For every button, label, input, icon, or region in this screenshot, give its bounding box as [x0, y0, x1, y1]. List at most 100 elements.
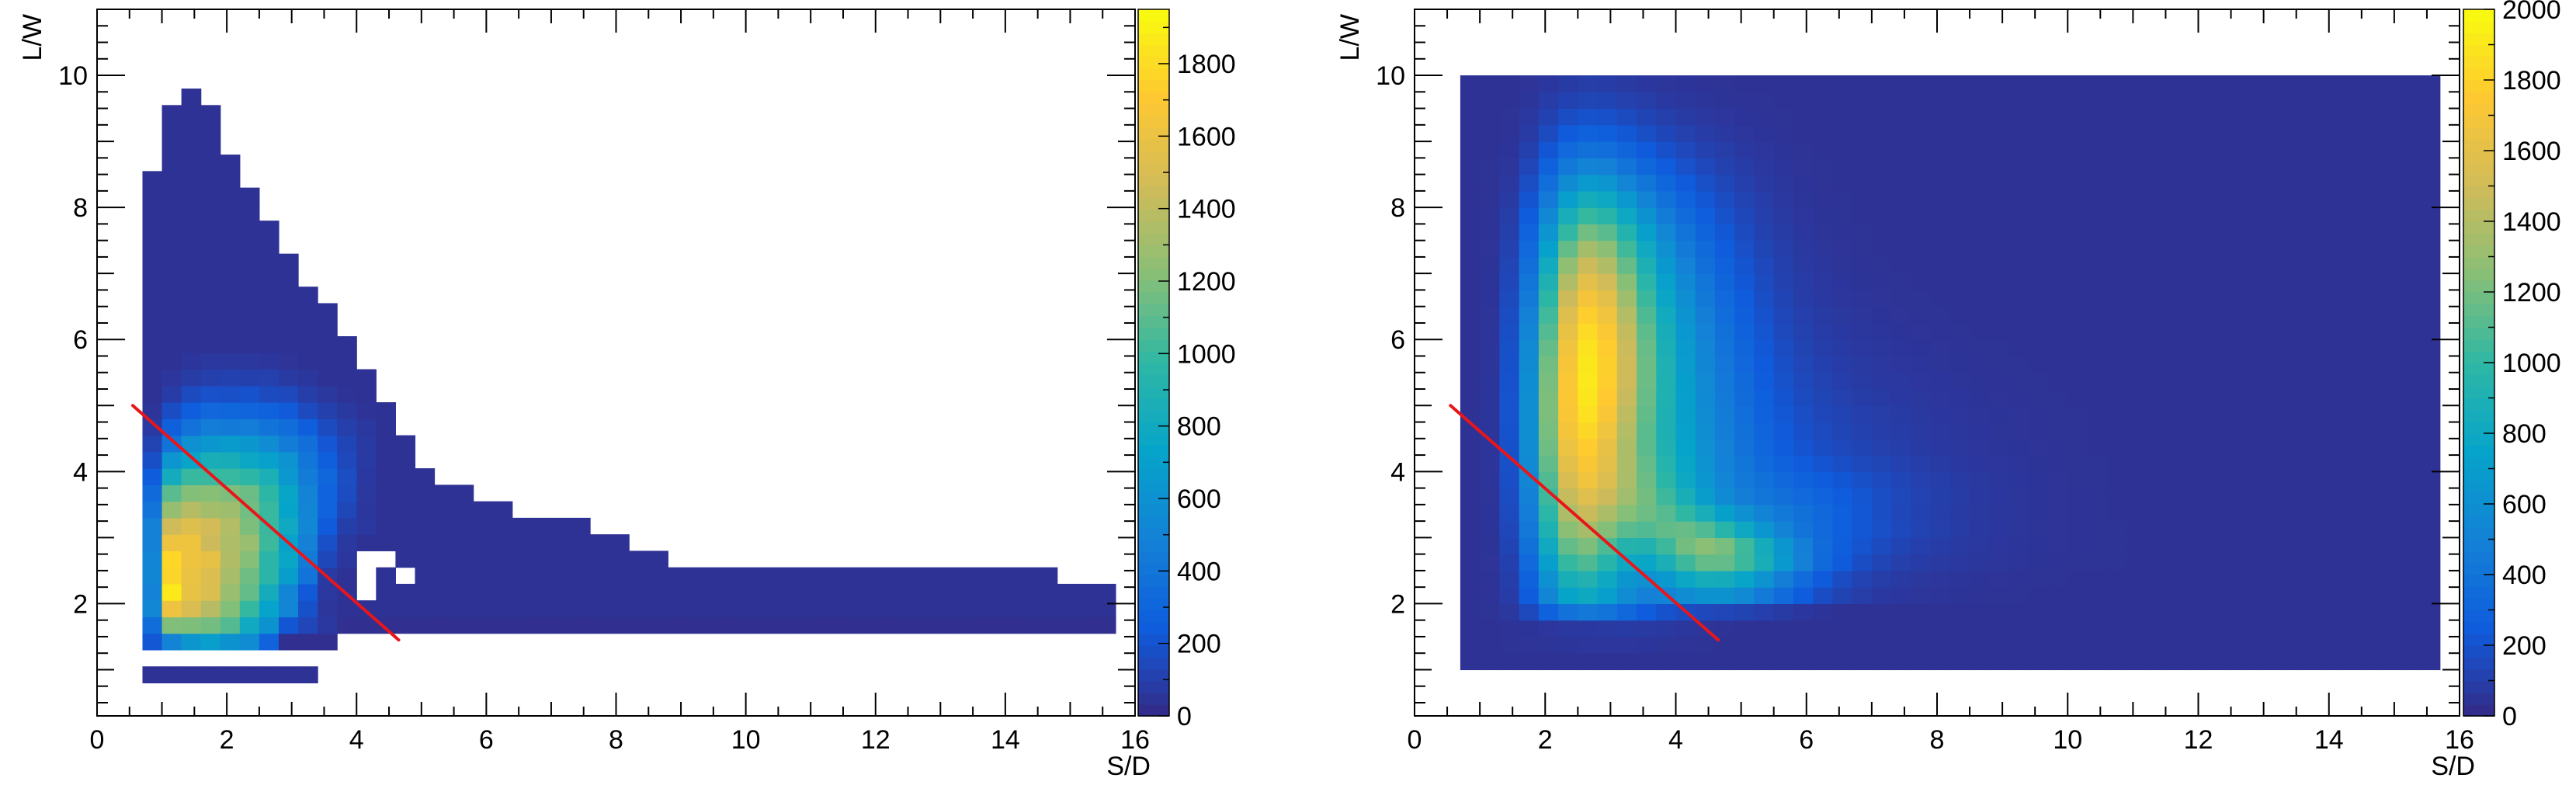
- color-bar-segment: [2463, 680, 2494, 693]
- heatmap-cell: [2361, 372, 2382, 390]
- heatmap-cell: [395, 517, 416, 535]
- heatmap-cell: [2303, 207, 2323, 224]
- heatmap-cell: [1852, 174, 1873, 192]
- heatmap-cell: [1871, 306, 1892, 324]
- heatmap-cell: [200, 402, 221, 419]
- x-axis-label: S/D: [1106, 752, 1151, 781]
- heatmap-cell: [1675, 537, 1696, 555]
- heatmap-cell: [318, 385, 338, 403]
- heatmap-cell: [1460, 504, 1481, 522]
- heatmap-cell: [1616, 207, 1637, 224]
- heatmap-cell: [1930, 92, 1951, 109]
- heatmap-cell: [2322, 537, 2343, 555]
- heatmap-cell: [1578, 389, 1599, 406]
- heatmap-cell: [590, 617, 610, 634]
- heatmap-cell: [1793, 339, 1814, 357]
- heatmap-cell: [2342, 603, 2362, 621]
- heatmap-cell: [1558, 207, 1578, 224]
- heatmap-cell: [1480, 158, 1500, 175]
- heatmap-cell: [1037, 617, 1058, 634]
- heatmap-cell: [2146, 554, 2167, 571]
- heatmap-cell: [1930, 372, 1951, 390]
- heatmap-cell: [2283, 224, 2303, 241]
- heatmap-cell: [2361, 488, 2382, 505]
- heatmap-cell: [278, 303, 299, 321]
- heatmap-cell: [1891, 124, 1911, 142]
- heatmap-cell: [1538, 141, 1559, 158]
- heatmap-cell: [2087, 322, 2108, 340]
- heatmap-cell: [1499, 471, 1520, 489]
- heatmap-cell: [1949, 455, 1970, 472]
- heatmap-cell: [2322, 471, 2343, 489]
- heatmap-cell: [1773, 240, 1794, 258]
- heatmap-cell: [1793, 372, 1814, 390]
- heatmap-cell: [1970, 339, 1990, 357]
- heatmap-cell: [1558, 356, 1578, 373]
- heatmap-cell: [473, 501, 494, 519]
- heatmap-cell: [2244, 570, 2265, 588]
- heatmap-cell: [1891, 141, 1911, 158]
- heatmap-cell: [2165, 636, 2186, 654]
- heatmap-cell: [1813, 322, 1833, 340]
- heatmap-cell: [1714, 389, 1735, 406]
- heatmap-cell: [142, 419, 163, 436]
- heatmap-cell: [1970, 372, 1990, 390]
- heatmap-cell: [1656, 603, 1677, 621]
- heatmap-cell: [1714, 124, 1735, 142]
- heatmap-cell: [2244, 620, 2265, 637]
- heatmap-cell: [823, 600, 844, 618]
- heatmap-cell: [2067, 389, 2088, 406]
- heatmap-cell: [2342, 224, 2362, 241]
- heatmap-cell: [2322, 389, 2343, 406]
- heatmap-cell: [1675, 488, 1696, 505]
- heatmap-cell: [356, 617, 377, 634]
- heatmap-cell: [1558, 554, 1578, 571]
- heatmap-cell: [473, 617, 494, 634]
- heatmap-cell: [1754, 141, 1775, 158]
- heatmap-cell: [512, 617, 533, 634]
- heatmap-cell: [1578, 158, 1599, 175]
- heatmap-cell: [1813, 537, 1833, 555]
- heatmap-cell: [376, 485, 396, 502]
- heatmap-cell: [239, 617, 260, 634]
- heatmap-cell: [1656, 636, 1677, 654]
- heatmap-cell: [1989, 322, 2010, 340]
- heatmap-cell: [1911, 190, 1932, 208]
- heatmap-cell: [2342, 570, 2362, 588]
- heatmap-cell: [2106, 306, 2127, 324]
- heatmap-cell: [1911, 240, 1932, 258]
- heatmap-cell: [220, 666, 241, 684]
- heatmap-cell: [2048, 124, 2068, 142]
- heatmap-cell: [1930, 405, 1951, 423]
- heatmap-cell: [979, 583, 1000, 601]
- heatmap-cell: [2322, 438, 2343, 456]
- color-bar-segment: [2463, 468, 2494, 481]
- heatmap-cell: [2361, 108, 2382, 126]
- heatmap-cell: [220, 253, 241, 271]
- heatmap-cell: [1578, 256, 1599, 274]
- heatmap-cell: [1558, 224, 1578, 241]
- heatmap-cell: [1970, 141, 1990, 158]
- heatmap-cell: [1597, 240, 1618, 258]
- heatmap-cell: [1637, 537, 1657, 555]
- heatmap-cell: [2420, 190, 2441, 208]
- heatmap-cell: [1714, 75, 1735, 92]
- color-bar-segment: [1138, 586, 1169, 599]
- heatmap-cell: [1637, 471, 1657, 489]
- heatmap-cell: [2067, 587, 2088, 605]
- heatmap-cell: [1656, 504, 1677, 522]
- heatmap-cell: [200, 353, 221, 370]
- heatmap-cell: [1970, 356, 1990, 373]
- color-bar-segment: [2463, 692, 2494, 705]
- heatmap-cell: [220, 187, 241, 205]
- heatmap-cell: [1793, 240, 1814, 258]
- heatmap-cell: [1911, 256, 1932, 274]
- heatmap-cell: [2087, 471, 2108, 489]
- heatmap-cell: [1773, 504, 1794, 522]
- heatmap-cell: [1813, 273, 1833, 291]
- heatmap-cell: [1871, 158, 1892, 175]
- heatmap-cell: [1538, 322, 1559, 340]
- heatmap-cell: [2067, 554, 2088, 571]
- heatmap-cell: [2322, 504, 2343, 522]
- heatmap-cell: [1538, 174, 1559, 192]
